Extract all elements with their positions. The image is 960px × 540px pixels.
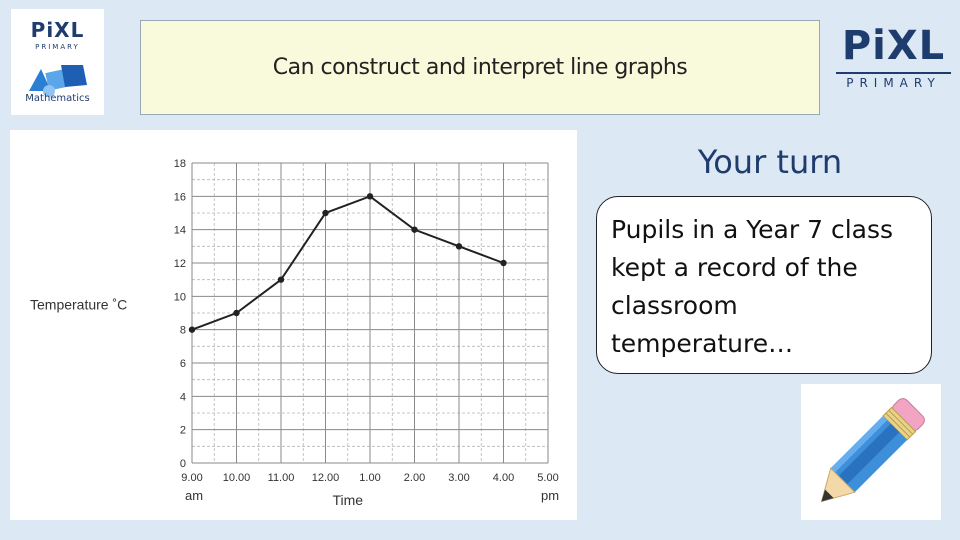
y-tick-label: 0 xyxy=(180,458,186,470)
bubble-text: Pupils in a Year 7 class kept a record o… xyxy=(611,215,894,358)
data-point xyxy=(366,193,374,200)
y-axis-label: Temperature ˚C xyxy=(30,297,127,313)
y-tick-label: 6 xyxy=(180,358,186,370)
data-point xyxy=(500,259,507,267)
pencil-illustration xyxy=(801,384,941,520)
x-axis-label: Time xyxy=(332,492,363,508)
data-point xyxy=(277,276,285,283)
x-tick-label: 5.00 xyxy=(537,472,558,484)
y-tick-label: 8 xyxy=(180,325,186,337)
x-tick-label: 9.00 xyxy=(181,472,202,484)
data-point xyxy=(322,209,329,217)
logo-left-brand: Pi̇XL xyxy=(30,18,85,42)
x-tick-label: 12.00 xyxy=(312,472,340,484)
x-tick-label: 11.00 xyxy=(268,472,295,484)
logo-right-subtitle: PRIMARY xyxy=(846,76,941,90)
x-tick-label: 3.00 xyxy=(448,472,469,484)
temperature-line-chart: 0 2 4 6 8 10 12 14 16 18 9.00 10.00 11.00 12.00 1.00 2.… xyxy=(30,158,559,508)
data-point xyxy=(233,309,240,317)
x-tick-label: 10.00 xyxy=(223,472,251,484)
y-tick-label: 14 xyxy=(174,225,186,237)
y-tick-label: 16 xyxy=(174,191,186,203)
logo-left-subtitle: PRIMARY xyxy=(35,43,80,51)
data-point xyxy=(411,226,418,233)
logo-right-brand: Pi̇XL xyxy=(841,23,946,69)
y-tick-label: 10 xyxy=(174,291,186,303)
y-tick-label: 18 xyxy=(174,158,186,170)
logo-right-rule xyxy=(836,72,951,74)
x-tick-label: 2.00 xyxy=(404,472,425,484)
title-box: Can construct and interpret line graphs xyxy=(140,20,820,115)
x-tick-label: 1.00 xyxy=(359,472,380,484)
logo-left-label: Mathematics xyxy=(25,93,90,104)
pixl-primary-logo: Pi̇XL PRIMARY xyxy=(836,22,951,98)
y-tick-label: 2 xyxy=(180,425,186,437)
series-line xyxy=(191,195,504,331)
pixl-maths-logo-icon xyxy=(29,65,87,97)
speech-bubble: Pupils in a Year 7 class kept a record o… xyxy=(596,196,932,374)
x-sublabel: pm xyxy=(541,488,559,503)
pixl-mathematics-logo: Pi̇XL PRIMARY Mathematics xyxy=(11,9,104,115)
y-tick-label: 12 xyxy=(174,258,186,270)
y-tick-label: 4 xyxy=(180,391,186,403)
x-tick-label: 4.00 xyxy=(493,472,514,484)
chart-panel: 0 2 4 6 8 10 12 14 16 18 9.00 10.00 11.00 12.00 1.00 2.… xyxy=(10,130,577,520)
pencil-icon xyxy=(820,398,925,503)
your-turn-heading: Your turn xyxy=(697,143,843,181)
data-point xyxy=(188,326,196,333)
page-title: Can construct and interpret line graphs xyxy=(272,55,688,80)
x-sublabel: am xyxy=(185,488,203,503)
data-point xyxy=(455,243,463,250)
